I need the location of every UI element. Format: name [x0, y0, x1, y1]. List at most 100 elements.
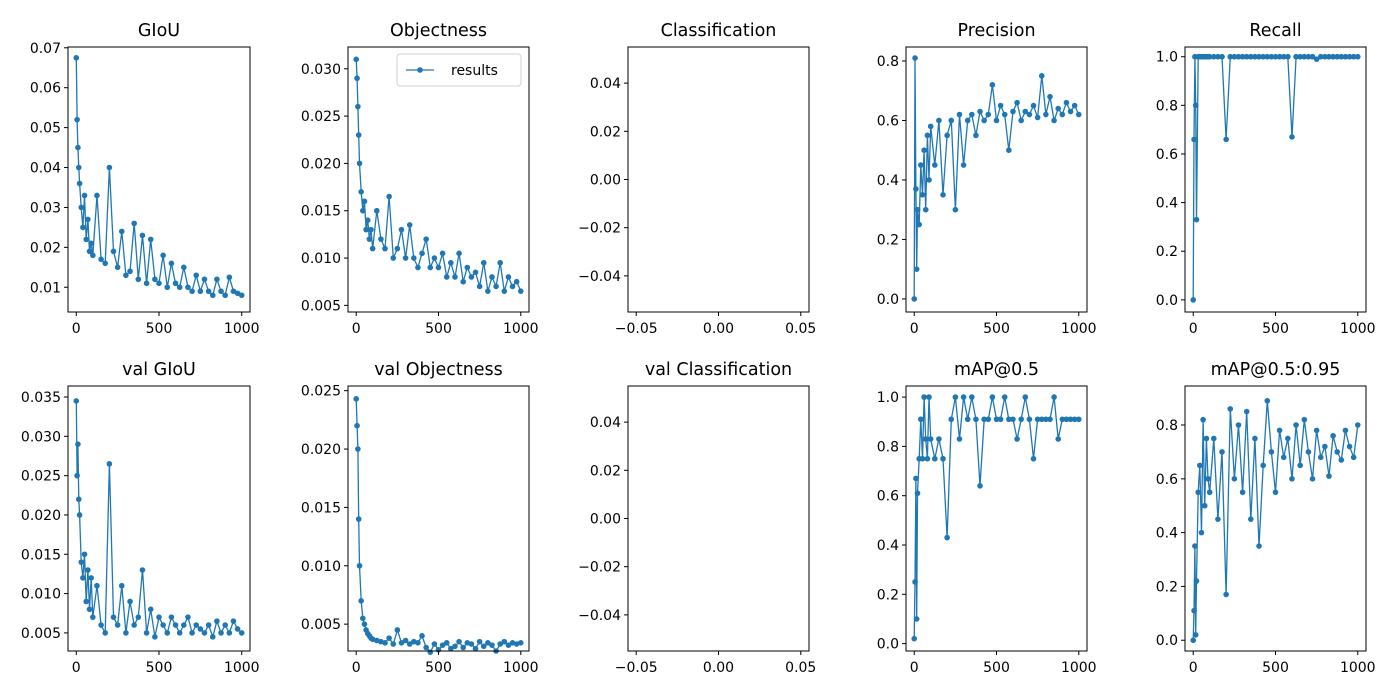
- data-point: [489, 274, 495, 280]
- data-point: [406, 641, 413, 647]
- data-point: [193, 622, 200, 628]
- y-tick-label: 0.02: [590, 124, 621, 140]
- data-point: [1203, 435, 1210, 442]
- data-point: [1192, 632, 1199, 638]
- data-point: [360, 207, 366, 214]
- data-point: [1297, 53, 1303, 60]
- data-point: [94, 582, 100, 589]
- data-point: [912, 55, 918, 61]
- data-point: [1001, 111, 1008, 118]
- data-point: [1346, 53, 1353, 60]
- data-point: [181, 622, 187, 628]
- data-point: [924, 132, 931, 139]
- data-point: [1330, 432, 1336, 439]
- data-point: [398, 226, 405, 233]
- data-point: [1280, 454, 1287, 461]
- data-point: [1026, 111, 1033, 118]
- data-point: [356, 562, 363, 569]
- data-point: [135, 614, 142, 620]
- data-point: [110, 248, 117, 255]
- data-point: [921, 147, 927, 154]
- data-point: [139, 567, 146, 573]
- x-tick-label: 500: [425, 660, 452, 676]
- data-point: [1317, 53, 1324, 60]
- data-point: [1067, 416, 1074, 423]
- subplot-title: Classification: [661, 21, 777, 41]
- data-point: [152, 634, 158, 640]
- x-tick-label: 500: [983, 660, 1010, 676]
- data-point: [1293, 422, 1299, 428]
- data-point: [964, 416, 971, 423]
- data-point: [922, 436, 929, 442]
- data-point: [74, 472, 80, 479]
- data-point: [1243, 53, 1250, 60]
- data-point: [127, 598, 133, 605]
- data-point: [123, 272, 129, 279]
- y-tick-label: 0.06: [30, 81, 61, 97]
- data-point: [1285, 53, 1291, 60]
- data-point: [1075, 416, 1082, 423]
- data-point: [222, 292, 228, 299]
- data-point: [918, 416, 924, 423]
- data-point: [98, 256, 104, 263]
- y-tick-label: 0.035: [21, 390, 61, 406]
- data-point: [222, 622, 228, 628]
- data-point: [394, 245, 401, 252]
- data-point: [143, 630, 150, 636]
- data-point: [1256, 543, 1262, 549]
- data-point: [131, 622, 137, 628]
- y-tick-label: 0.04: [590, 76, 621, 92]
- y-tick-label: 0.005: [21, 626, 61, 642]
- y-tick-label: 0.025: [301, 109, 341, 125]
- data-point: [497, 641, 504, 647]
- y-tick-label: 0.0: [877, 292, 899, 308]
- data-point: [921, 394, 927, 400]
- data-point: [956, 111, 963, 118]
- legend-marker: [417, 67, 423, 73]
- data-point: [230, 618, 237, 624]
- data-point: [147, 236, 154, 243]
- data-point: [164, 284, 171, 291]
- data-point: [1260, 53, 1266, 60]
- data-point: [944, 534, 950, 541]
- y-tick-label: 0.05: [30, 121, 61, 137]
- data-point: [209, 292, 216, 299]
- data-point: [411, 255, 417, 261]
- data-point: [390, 255, 397, 261]
- data-point: [1063, 416, 1070, 423]
- data-point: [993, 416, 1000, 423]
- data-point: [448, 259, 454, 266]
- data-point: [914, 490, 921, 497]
- data-point: [1264, 53, 1271, 60]
- data-point: [981, 416, 987, 423]
- data-point: [964, 117, 971, 124]
- data-point: [1034, 416, 1041, 423]
- data-point: [443, 274, 450, 280]
- x-tick-label: 0: [910, 321, 919, 337]
- data-point: [969, 394, 975, 400]
- x-tick-label: 500: [1262, 321, 1289, 337]
- data-point: [940, 455, 946, 462]
- data-point: [427, 264, 434, 271]
- data-point: [1305, 53, 1312, 60]
- data-point: [997, 416, 1004, 423]
- data-point: [1022, 394, 1029, 400]
- data-point: [1301, 416, 1308, 423]
- data-point: [977, 483, 983, 489]
- data-point: [373, 207, 380, 214]
- data-point: [1067, 108, 1074, 115]
- y-tick-label: 0.010: [21, 587, 61, 603]
- x-tick-label: 500: [983, 321, 1010, 337]
- x-tick-label: 500: [425, 321, 452, 337]
- data-point: [460, 278, 466, 285]
- data-point: [386, 635, 392, 641]
- data-point: [509, 283, 516, 290]
- x-tick-label: 1000: [1340, 321, 1376, 337]
- data-point: [1223, 136, 1229, 143]
- data-point: [75, 144, 81, 151]
- x-tick-label: 0: [910, 660, 919, 676]
- data-point: [1285, 435, 1291, 442]
- data-point: [423, 236, 429, 242]
- data-point: [118, 582, 125, 589]
